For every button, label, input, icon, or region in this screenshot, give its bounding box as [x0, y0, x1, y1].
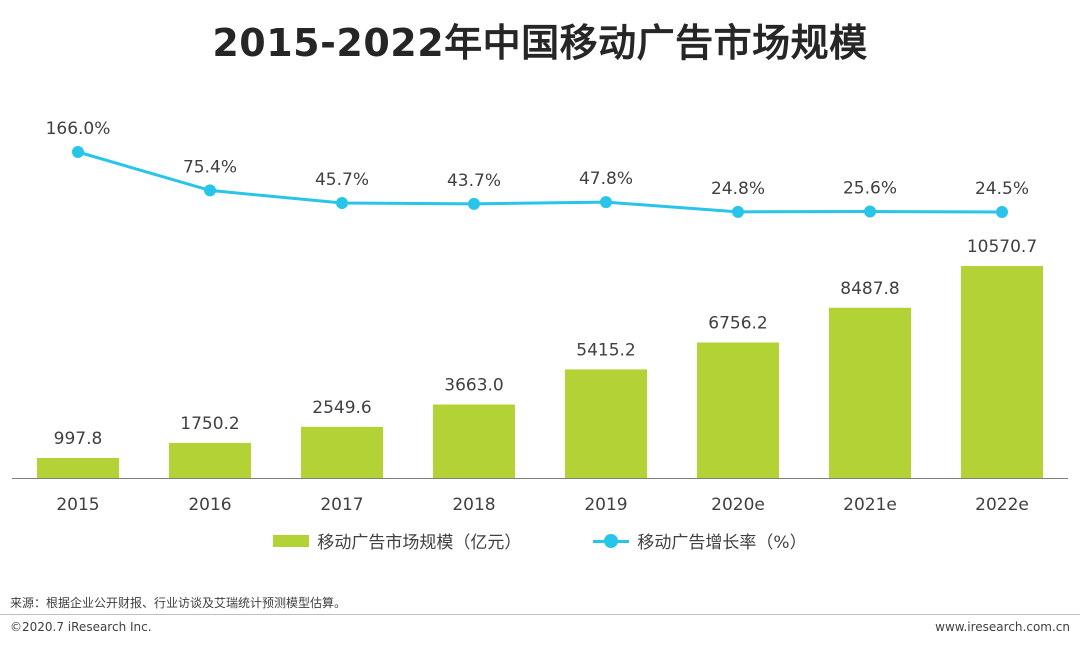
growth-point-2016	[204, 184, 216, 197]
x-tick-label-2021e: 2021e	[843, 495, 897, 515]
copyright: ©2020.7 iResearch Inc.	[10, 620, 152, 634]
bar-2017	[301, 426, 383, 478]
legend-label-market-size: 移动广告市场规模（亿元）	[317, 533, 522, 553]
x-tick-label-2016: 2016	[188, 495, 231, 515]
growth-point-2022e	[996, 206, 1008, 218]
growth-point-2021e	[864, 205, 876, 218]
growth-label-2017: 45.7%	[315, 170, 369, 190]
bar-2021e	[829, 307, 911, 478]
bar-value-label-2022e: 10570.7	[967, 237, 1037, 257]
growth-point-2019	[600, 196, 612, 209]
chart-area: 997.8 2015 1750.2 2016 2549.6 2017 3663.0 2018 5…	[12, 119, 1068, 515]
bar-2022e	[961, 266, 1043, 478]
growth-label-2022e: 24.5%	[975, 179, 1029, 199]
x-tick-label-2019: 2019	[584, 495, 627, 515]
legend-label-growth-rate: 移动广告增长率（%）	[637, 533, 807, 553]
growth-label-2016: 75.4%	[183, 157, 237, 177]
bar-value-label-2019: 5415.2	[576, 340, 635, 360]
x-tick-label-2022e: 2022e	[975, 495, 1029, 515]
legend-item-market-size: 移动广告市场规模（亿元）	[273, 528, 521, 553]
bar-value-label-2015: 997.8	[54, 429, 103, 449]
growth-label-2019: 47.8%	[579, 169, 633, 189]
source-note: 来源：根据企业公开财报、行业访谈及艾瑞统计预测模型估算。	[10, 594, 347, 615]
growth-label-2018: 43.7%	[447, 171, 501, 191]
growth-label-2021e: 25.6%	[843, 179, 897, 199]
growth-label-2015: 166.0%	[46, 119, 111, 139]
growth-rate-line	[77, 150, 1003, 214]
bar-value-label-2016: 1750.2	[180, 414, 239, 434]
bar-2018	[433, 404, 515, 478]
bar-value-label-2017: 2549.6	[312, 398, 371, 418]
x-tick-label-2018: 2018	[452, 495, 495, 515]
growth-point-2015	[72, 146, 84, 158]
bar-2019	[565, 369, 647, 478]
legend: 移动广告市场规模（亿元） 移动广告增长率（%）	[0, 528, 1080, 553]
bar-2015	[37, 457, 119, 478]
website-link[interactable]: www.iresearch.com.cn	[935, 620, 1070, 634]
bar-value-label-2018: 3663.0	[444, 376, 503, 396]
growth-point-2020e	[732, 205, 744, 218]
bar-2016	[169, 442, 251, 478]
line-swatch-icon	[593, 533, 630, 548]
growth-point-2018	[468, 197, 480, 210]
x-tick-label-2017: 2017	[320, 495, 363, 515]
legend-item-growth-rate: 移动广告增长率（%）	[593, 528, 807, 553]
x-tick-label-2015: 2015	[56, 495, 99, 515]
bar-value-label-2020e: 6756.2	[708, 314, 767, 334]
bar-value-label-2021e: 8487.8	[840, 279, 899, 299]
growth-point-2017	[336, 197, 348, 210]
bar-2020e	[697, 342, 779, 478]
chart-title: 2015-2022年中国移动广告市场规模	[212, 21, 868, 65]
bar-swatch-icon	[273, 534, 310, 547]
x-tick-label-2020e: 2020e	[711, 495, 765, 515]
footer-divider	[0, 614, 1080, 615]
growth-label-2020e: 24.8%	[711, 179, 765, 199]
